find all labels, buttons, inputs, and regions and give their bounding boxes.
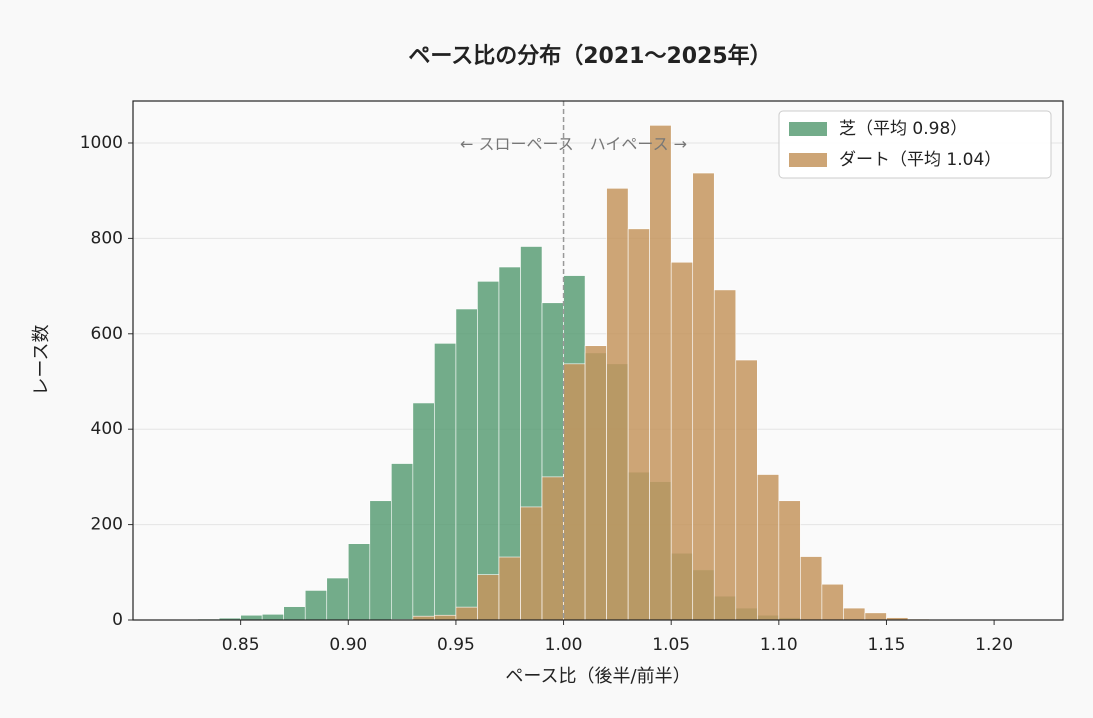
bar bbox=[713, 289, 737, 621]
x-tick-label: 0.85 bbox=[222, 635, 260, 655]
bar bbox=[434, 343, 457, 621]
bar bbox=[304, 590, 328, 621]
x-axis-label: ペース比（後半/前半） bbox=[505, 666, 690, 687]
bar bbox=[821, 583, 844, 621]
bar bbox=[584, 345, 607, 621]
y-tick-label: 400 bbox=[91, 419, 123, 439]
bar bbox=[283, 606, 306, 621]
legend-label: ダート（平均 1.04） bbox=[839, 150, 1001, 170]
x-tick-label: 1.00 bbox=[545, 635, 583, 655]
bar bbox=[692, 172, 715, 621]
bar bbox=[477, 574, 500, 621]
bar bbox=[649, 125, 672, 621]
bar bbox=[670, 261, 694, 621]
bar bbox=[412, 402, 435, 621]
chart-title: ペース比の分布（2021〜2025年） bbox=[408, 43, 771, 69]
y-axis-label: レース数 bbox=[31, 324, 52, 395]
bar bbox=[627, 228, 650, 621]
x-tick-label: 1.15 bbox=[868, 635, 906, 655]
bar bbox=[261, 613, 284, 621]
bar bbox=[369, 500, 392, 621]
bar bbox=[498, 556, 521, 621]
bar bbox=[347, 543, 371, 621]
bar bbox=[735, 359, 758, 621]
annotation: ← スローペース ハイペース → bbox=[460, 134, 687, 153]
bar bbox=[434, 614, 457, 621]
x-tick-label: 1.05 bbox=[652, 635, 690, 655]
bar bbox=[520, 506, 543, 621]
bar bbox=[778, 500, 801, 621]
y-tick-label: 1000 bbox=[80, 133, 123, 153]
legend-swatch bbox=[789, 153, 827, 167]
bar bbox=[455, 308, 478, 621]
bar bbox=[757, 474, 780, 621]
bar bbox=[240, 614, 263, 621]
legend-box bbox=[778, 110, 1052, 179]
bar bbox=[843, 607, 866, 621]
plot-frame bbox=[132, 100, 1064, 621]
y-tick-label: 200 bbox=[91, 515, 123, 535]
bar bbox=[606, 187, 629, 621]
bar bbox=[800, 556, 823, 621]
bar bbox=[563, 363, 586, 621]
y-tick-label: 800 bbox=[91, 228, 123, 248]
bar bbox=[477, 281, 500, 621]
x-tick-label: 0.95 bbox=[437, 635, 475, 655]
bar bbox=[326, 577, 349, 621]
bar bbox=[864, 612, 887, 621]
y-tick-label: 600 bbox=[91, 324, 123, 344]
legend-swatch bbox=[789, 122, 827, 136]
bar bbox=[391, 463, 414, 621]
bar bbox=[455, 606, 478, 621]
x-tick-label: 1.20 bbox=[975, 635, 1013, 655]
x-tick-label: 0.90 bbox=[329, 635, 367, 655]
y-tick-label: 0 bbox=[112, 610, 123, 630]
x-tick-label: 1.10 bbox=[760, 635, 798, 655]
bar bbox=[541, 476, 564, 621]
legend-label: 芝（平均 0.98） bbox=[839, 119, 967, 139]
